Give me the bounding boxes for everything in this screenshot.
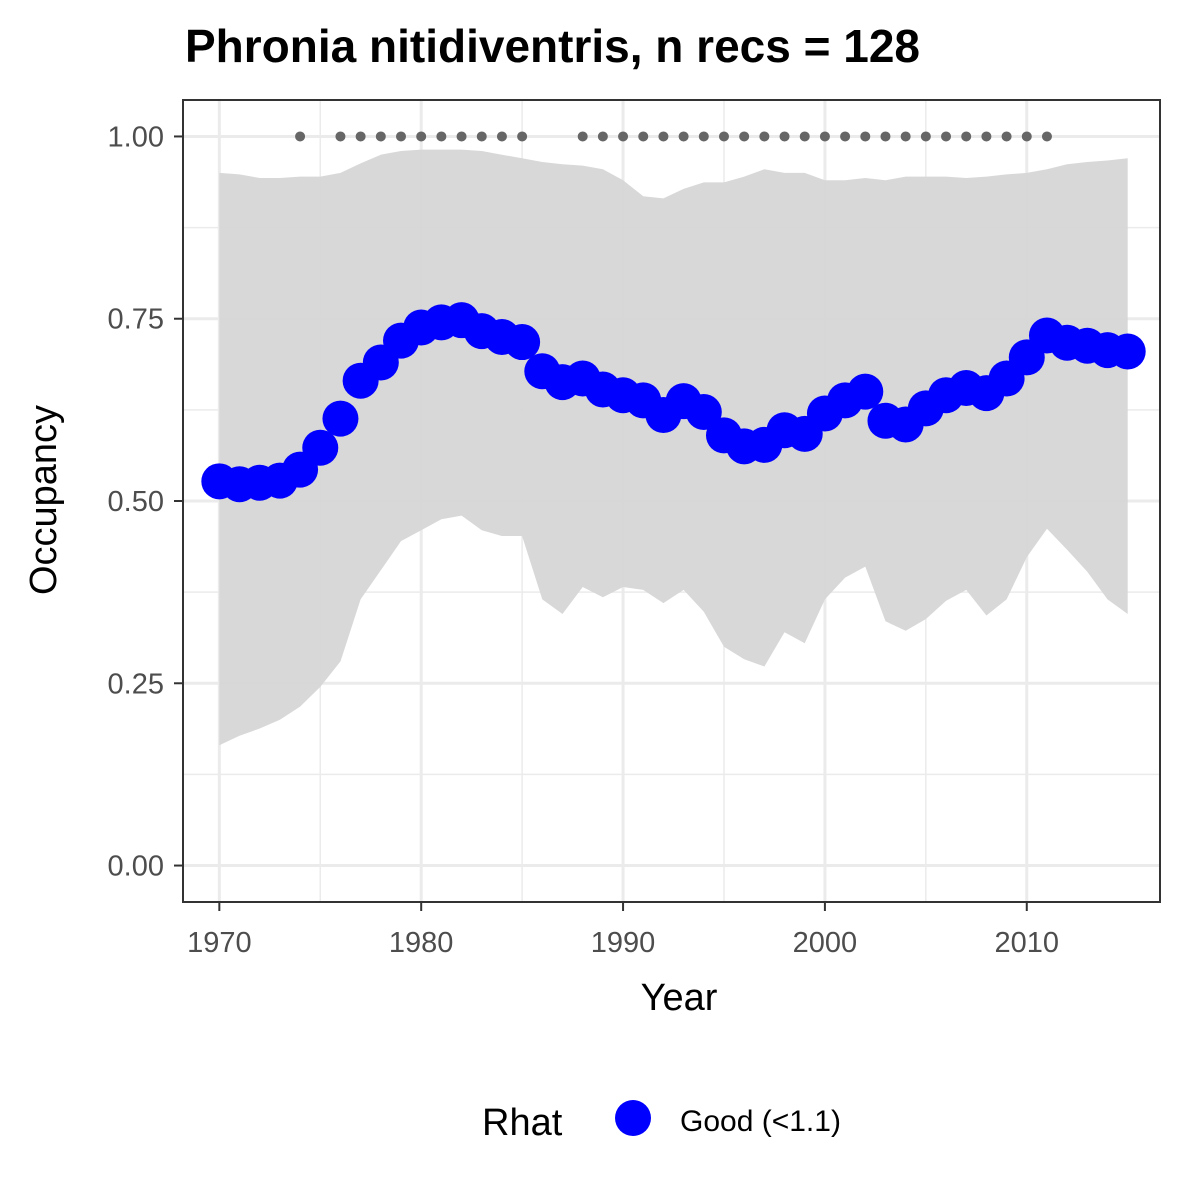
x-axis: 1970 1980 1990 2000 2010 <box>187 902 1059 959</box>
record-year-marker <box>920 131 931 142</box>
legend-key-good <box>615 1100 651 1136</box>
confidence-ribbon <box>219 149 1128 746</box>
y-tick-label: 0.50 <box>108 486 164 518</box>
record-markers-layer <box>295 131 1052 142</box>
record-year-marker <box>961 131 972 142</box>
occupancy-point <box>504 324 541 361</box>
record-year-marker <box>577 131 588 142</box>
record-year-marker <box>638 131 649 142</box>
y-axis-title: Occupancy <box>23 405 65 595</box>
record-year-marker <box>840 131 851 142</box>
record-year-marker <box>355 131 366 142</box>
legend-label-good: Good (<1.1) <box>680 1105 841 1138</box>
record-year-marker <box>295 131 306 142</box>
plot-panel <box>182 99 1161 903</box>
record-year-marker <box>658 131 669 142</box>
occupancy-points-layer <box>201 302 1146 503</box>
record-year-marker <box>1041 131 1052 142</box>
y-tick-label: 0.25 <box>108 668 164 700</box>
occupancy-point <box>322 400 359 437</box>
record-year-marker <box>1001 131 1012 142</box>
occupancy-point <box>847 373 884 410</box>
x-tick-label: 1970 <box>187 927 252 959</box>
record-year-marker <box>860 131 871 142</box>
occupancy-point <box>1109 333 1146 370</box>
record-year-marker <box>618 131 629 142</box>
record-year-marker <box>1021 131 1032 142</box>
record-year-marker <box>900 131 911 142</box>
record-year-marker <box>779 131 790 142</box>
record-year-marker <box>739 131 750 142</box>
legend-title: Rhat <box>482 1102 563 1144</box>
record-year-marker <box>941 131 952 142</box>
record-year-marker <box>335 131 346 142</box>
record-year-marker <box>375 131 386 142</box>
occupancy-point <box>302 429 339 466</box>
y-tick-label: 0.00 <box>108 851 164 883</box>
x-tick-label: 2000 <box>793 927 858 959</box>
x-tick-label: 1980 <box>389 927 454 959</box>
y-tick-label: 1.00 <box>108 121 164 153</box>
chart-title: Phronia nitidiventris, n recs = 128 <box>185 20 920 72</box>
x-tick-label: 2010 <box>995 927 1060 959</box>
x-axis-title: Year <box>641 977 718 1019</box>
y-axis: 0.00 0.25 0.50 0.75 1.00 <box>108 121 183 883</box>
y-tick-label: 0.75 <box>108 304 164 336</box>
record-year-marker <box>698 131 709 142</box>
occupancy-point <box>685 394 722 431</box>
record-year-marker <box>759 131 770 142</box>
record-year-marker <box>981 131 992 142</box>
record-year-marker <box>517 131 528 142</box>
confidence-ribbon-layer <box>219 149 1128 746</box>
legend: Rhat Good (<1.1) <box>482 1100 841 1144</box>
record-year-marker <box>436 131 447 142</box>
record-year-marker <box>718 131 729 142</box>
record-year-marker <box>880 131 891 142</box>
record-year-marker <box>456 131 467 142</box>
record-year-marker <box>799 131 810 142</box>
record-year-marker <box>597 131 608 142</box>
record-year-marker <box>396 131 407 142</box>
x-tick-label: 1990 <box>591 927 656 959</box>
record-year-marker <box>476 131 487 142</box>
record-year-marker <box>496 131 507 142</box>
record-year-marker <box>819 131 830 142</box>
record-year-marker <box>678 131 689 142</box>
record-year-marker <box>416 131 427 142</box>
